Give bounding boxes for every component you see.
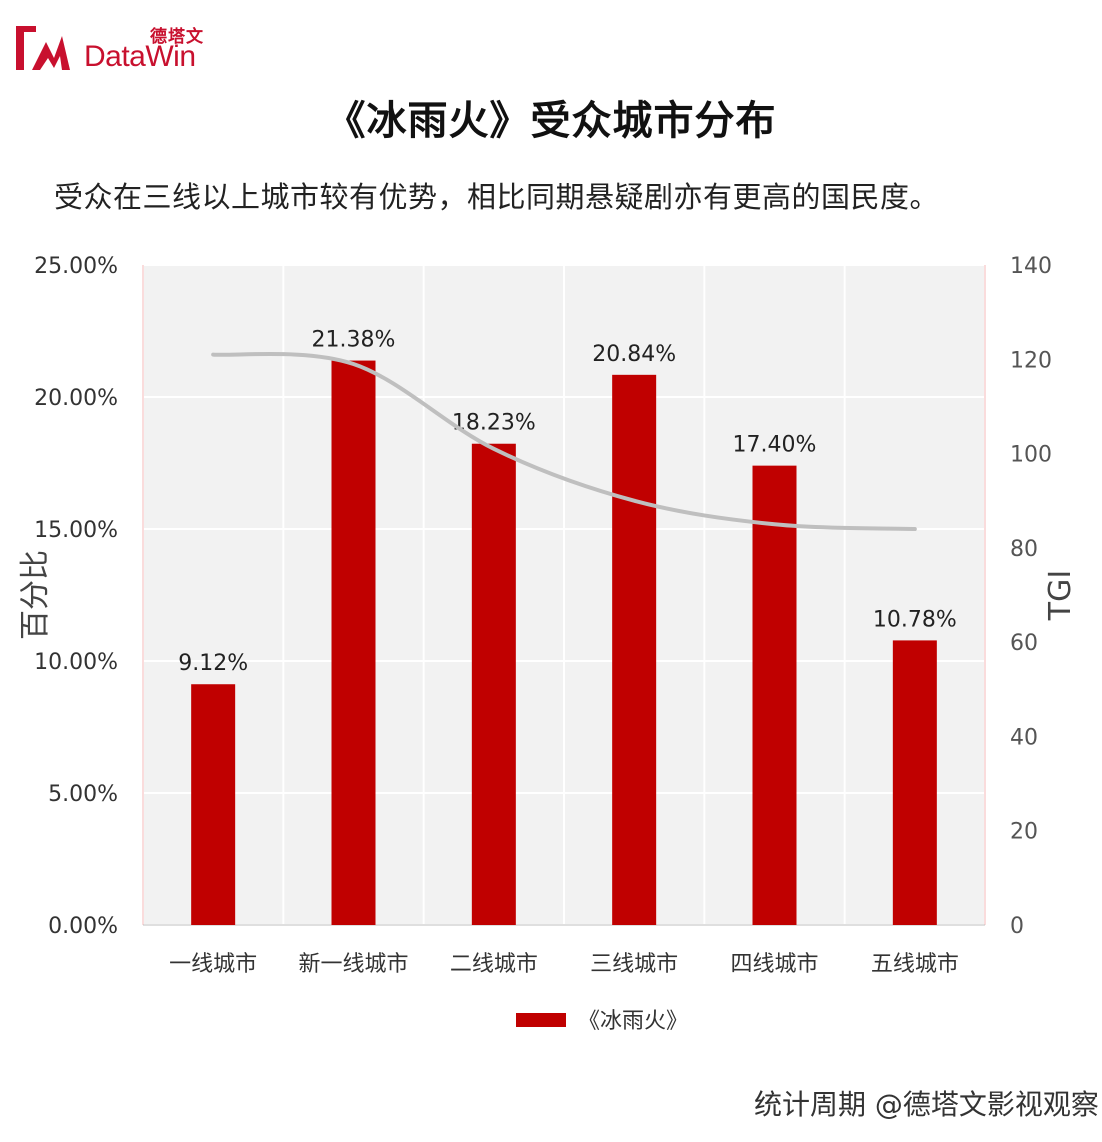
bar-data-label: 17.40% [733,433,817,458]
y-right-tick-label: 80 [1010,537,1038,562]
y-left-tick-label: 0.00% [48,914,118,939]
y-right-tick-label: 100 [1010,443,1052,468]
x-tick-label: 三线城市 [590,952,678,977]
legend-swatch [516,1013,566,1027]
datawin-logo-mark-icon [16,26,70,70]
x-tick-label: 一线城市 [169,952,257,977]
y-left-tick-label: 10.00% [34,650,118,675]
x-tick-label: 四线城市 [730,952,818,977]
y-right-tick-label: 40 [1010,725,1038,750]
bar [612,374,657,926]
y-left-axis-title: 百分比 [18,550,53,640]
chart-title: 《冰雨火》受众城市分布 [325,98,777,144]
chart-subtitle: 受众在三线以上城市较有优势，相比同期悬疑剧亦有更高的国民度。 [54,180,940,214]
bar [331,360,376,925]
y-right-axis-title: TGI [1043,570,1078,621]
y-left-tick-label: 25.00% [34,254,118,279]
y-left-tick-label: 20.00% [34,386,118,411]
tgi-line [211,351,917,531]
y-right-tick-label: 120 [1010,348,1052,373]
x-tick-label: 二线城市 [450,952,538,977]
y-right-tick-label: 0 [1010,914,1024,939]
bar [752,465,797,925]
y-left-tick-label: 15.00% [34,518,118,543]
bar-data-label: 9.12% [178,651,248,676]
x-tick-label: 新一线城市 [298,952,408,977]
bar [892,640,937,925]
bar [471,443,516,925]
x-tick-label: 五线城市 [871,952,959,977]
y-right-tick-label: 20 [1010,820,1038,845]
y-right-tick-label: 60 [1010,631,1038,656]
brand-name-cn: 德塔文 [150,27,204,47]
bar-data-label: 10.78% [873,607,957,632]
brand-name-en: DataWin [84,40,196,73]
datawin-logo [12,18,212,78]
y-right-tick-label: 140 [1010,254,1052,279]
y-left-tick-label: 5.00% [48,782,118,807]
bar-data-label: 20.84% [592,342,676,367]
bar-data-label: 21.38% [312,328,396,353]
bar [191,684,236,925]
legend-label: 《冰雨火》 [578,1009,688,1034]
footer-caption: 统计周期 @德塔文影视观察 [754,1088,1099,1121]
